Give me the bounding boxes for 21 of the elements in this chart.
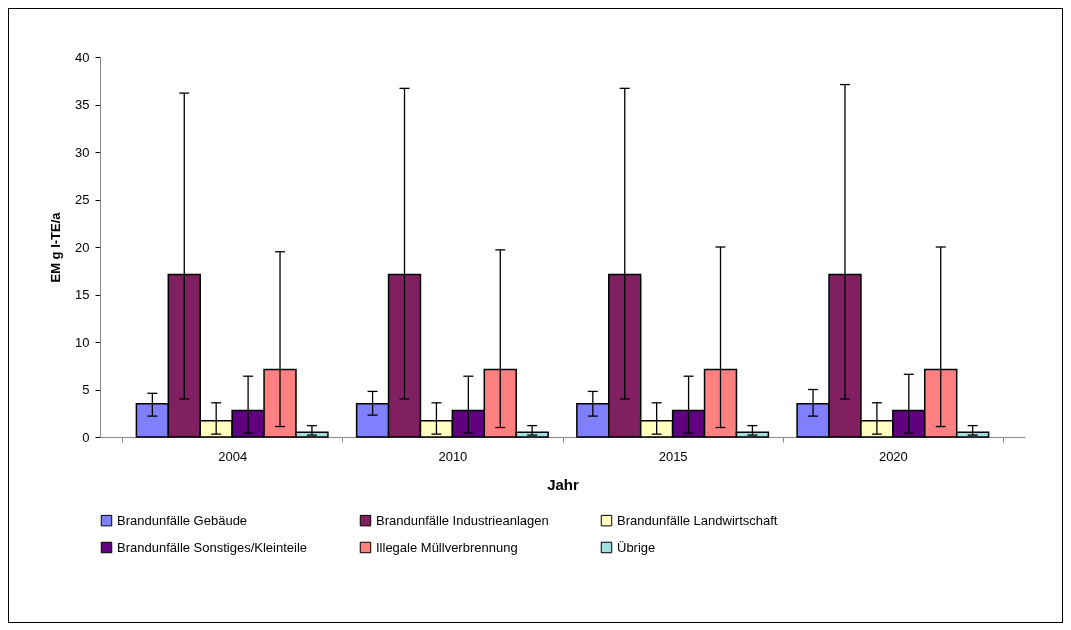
x-tick-label: 2010	[438, 448, 468, 464]
legend-label: Brandunfälle Gebäude	[117, 512, 248, 528]
y-tick-label: 5	[82, 382, 90, 397]
x-axis-title: Jahr	[547, 475, 579, 493]
y-tick-label: 0	[82, 429, 90, 445]
y-tick-label: 10	[75, 334, 90, 350]
x-tick-label: 2015	[658, 448, 688, 464]
y-tick-label: 20	[75, 239, 90, 255]
legend-label: Illegale Müllverbrennung	[376, 539, 518, 555]
legend-label: Übrige	[617, 539, 656, 555]
y-tick-label: 35	[75, 97, 90, 112]
legend-label: Brandunfälle Sonstiges/Kleinteile	[117, 539, 308, 555]
legend-label: Brandunfälle Industrieanlagen	[376, 512, 549, 528]
x-tick-label: 2020	[878, 448, 908, 464]
x-tick-label: 2004	[218, 448, 248, 464]
y-tick-label: 30	[75, 144, 90, 160]
y-tick-label: 25	[75, 192, 90, 207]
legend-label: Brandunfälle Landwirtschaft	[617, 512, 778, 528]
y-axis-title: EM g I-TE/a	[48, 211, 64, 283]
y-tick-label: 40	[75, 49, 90, 65]
y-tick-label: 15	[75, 287, 90, 302]
